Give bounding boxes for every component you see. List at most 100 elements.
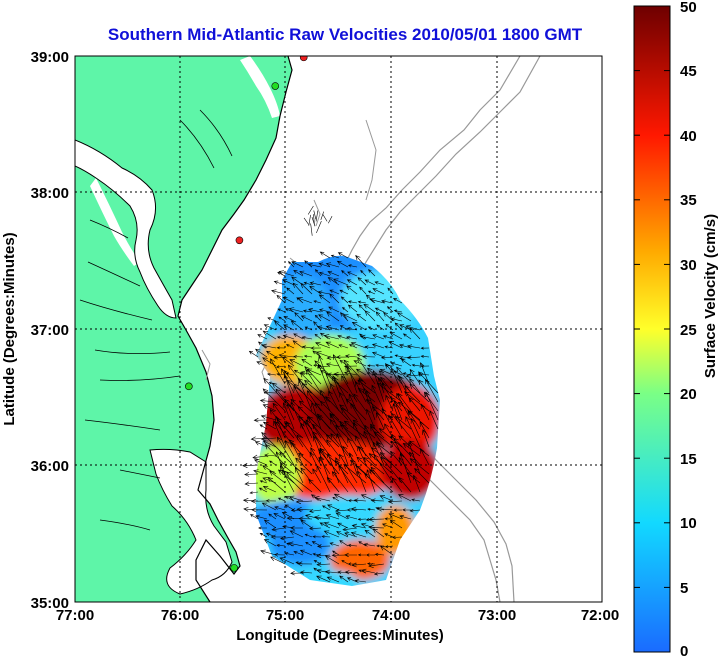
velocity-arrow-353 (398, 435, 412, 448)
velocity-arrow-284 (298, 400, 322, 421)
velocity-arrow-85 (342, 314, 358, 322)
velocity-arrow-279 (260, 414, 277, 421)
velocity-arrow-596 (354, 579, 367, 583)
velocity-arrow-72 (363, 303, 376, 313)
velocity-arrow-512 (271, 527, 286, 532)
velocity-arrow-248 (333, 376, 349, 403)
velocity-arrow-102 (351, 321, 367, 331)
velocity-arrow-588 (345, 570, 358, 575)
velocity-arrow-145 (420, 346, 430, 350)
velocity-arrow-246 (304, 379, 331, 403)
velocity-arrow-55 (340, 296, 349, 304)
velocity-arrow-82 (318, 314, 331, 322)
velocity-arrow-481 (321, 505, 331, 511)
velocity-arrow-378 (265, 444, 286, 466)
velocity-arrow-457 (277, 497, 286, 502)
velocity-arrow-318 (250, 436, 268, 442)
velocity-arrow-539 (372, 528, 385, 538)
velocity-arrow-533 (321, 535, 331, 539)
velocity-arrow-57 (357, 300, 367, 304)
velocity-vectors (242, 205, 439, 583)
velocity-arrow-8 (325, 262, 340, 268)
velocity-arrow-491 (409, 508, 421, 513)
velocity-arrow-519 (337, 522, 349, 529)
velocity-arrow-309 (350, 402, 367, 430)
velocity-arrow-268 (348, 393, 358, 412)
velocity-arrow-107 (399, 324, 412, 331)
velocity-arrow-517 (319, 522, 331, 529)
velocity-arrow-502 (335, 512, 349, 520)
velocity-arrow-207 (299, 372, 313, 385)
velocity-arrow-604 (310, 223, 313, 236)
velocity-arrow-9 (336, 260, 349, 268)
velocity-arrow-453 (412, 474, 421, 493)
velocity-arrow-359 (284, 440, 295, 457)
velocity-arrow-30 (332, 278, 349, 286)
velocity-arrow-598 (316, 221, 322, 234)
velocity-arrow-46 (372, 288, 385, 295)
velocity-arrow-511 (263, 519, 277, 529)
velocity-arrow-555 (385, 545, 394, 548)
station-marker-1 (271, 82, 280, 90)
velocity-arrow-174 (325, 362, 340, 367)
velocity-arrow-390 (370, 447, 394, 466)
velocity-arrow-234 (380, 376, 394, 394)
velocity-arrow-242 (283, 374, 295, 403)
velocity-arrow-606 (308, 214, 311, 226)
velocity-arrow-437 (262, 486, 277, 493)
velocity-arrow-178 (367, 364, 376, 368)
velocity-arrow-238 (418, 379, 430, 394)
velocity-arrow-583 (299, 570, 313, 575)
velocity-arrow-401 (295, 457, 313, 475)
velocity-arrow-51 (297, 297, 313, 304)
velocity-arrow-59 (369, 298, 385, 304)
velocity-arrow-492 (250, 514, 259, 520)
velocity-arrow-534 (323, 530, 340, 538)
velocity-arrow-267 (339, 391, 349, 412)
velocity-arrow-587 (337, 570, 349, 575)
velocity-arrow-488 (376, 506, 394, 512)
river-inlets (79, 109, 233, 531)
velocity-arrow-90 (390, 317, 403, 322)
velocity-arrow-200 (402, 372, 412, 376)
velocity-arrow-436 (258, 487, 268, 493)
velocity-arrow-165 (420, 355, 430, 358)
velocity-arrow-41 (329, 289, 340, 295)
velocity-arrow-493 (255, 514, 268, 520)
velocity-arrow-115 (314, 333, 322, 340)
velocity-arrow-201 (405, 373, 421, 379)
velocity-arrow-409 (363, 457, 385, 475)
velocity-arrow-441 (285, 471, 313, 493)
velocity-arrow-562 (315, 553, 331, 558)
x-tick-76: 76:00 (161, 607, 199, 624)
velocity-arrow-520 (342, 526, 358, 532)
velocity-arrow-315 (407, 409, 421, 430)
velocity-arrow-265 (320, 389, 331, 412)
velocity-arrow-506 (368, 516, 385, 522)
velocity-arrow-15 (299, 270, 313, 277)
velocity-arrow-32 (357, 277, 367, 286)
velocity-arrow-199 (393, 370, 403, 376)
velocity-arrow-202 (417, 372, 430, 377)
velocity-arrow-570 (270, 556, 286, 565)
velocity-arrow-146 (248, 350, 259, 358)
velocity-arrow-460 (295, 499, 313, 505)
velocity-arrow-27 (309, 281, 322, 286)
velocity-arrow-422 (312, 468, 322, 484)
velocity-arrow-240 (259, 398, 277, 404)
velocity-arrow-503 (345, 515, 358, 520)
velocity-arrow-134 (315, 341, 331, 349)
velocity-arrow-150 (278, 353, 295, 359)
velocity-arrow-304 (311, 401, 322, 430)
velocity-arrow-277 (423, 391, 439, 412)
velocity-arrow-211 (332, 354, 349, 385)
velocity-arrow-36 (286, 287, 295, 295)
velocity-arrow-466 (353, 498, 367, 503)
cb-tick-45: 45 (680, 63, 697, 80)
velocity-arrow-13 (278, 270, 295, 277)
velocity-arrow-507 (384, 517, 394, 521)
velocity-arrow-438 (267, 476, 286, 493)
velocity-arrow-607 (320, 211, 325, 220)
velocity-arrow-54 (329, 293, 340, 304)
velocity-arrow-95 (290, 320, 304, 331)
